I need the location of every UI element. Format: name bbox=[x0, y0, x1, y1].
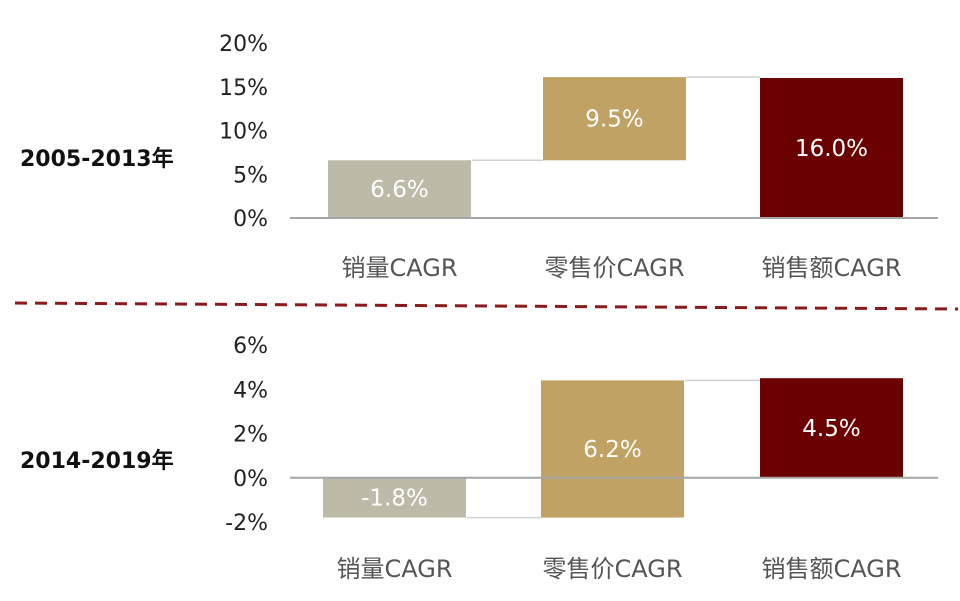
period-label: 2005-2013年 bbox=[20, 146, 174, 172]
data-label: 9.5% bbox=[585, 107, 643, 133]
data-label: 16.0% bbox=[795, 136, 868, 162]
y-tick-label: 5% bbox=[233, 163, 268, 188]
category-label: 零售价CAGR bbox=[544, 254, 684, 282]
bar bbox=[543, 77, 686, 161]
y-tick-label: -2% bbox=[225, 511, 268, 536]
y-tick-label: 0% bbox=[233, 207, 268, 232]
y-tick-label: 10% bbox=[219, 120, 268, 145]
category-label: 销量CAGR bbox=[341, 254, 457, 282]
y-tick-label: 20% bbox=[219, 32, 268, 57]
chart-panel-2005-2013: 2005-2013年 20% 15% 10% 5% 0% 6.6% 9.5% 16.0% 销量CA… bbox=[20, 32, 938, 282]
data-label: 6.6% bbox=[370, 177, 428, 203]
y-tick-label: 0% bbox=[233, 467, 268, 492]
bar bbox=[760, 378, 903, 478]
period-label: 2014-2019年 bbox=[20, 448, 174, 474]
chart-panel-2014-2019: 2014-2019年 6% 4% 2% 0% -2% -1.8% 6.2% 4.5% 销量CAGR… bbox=[20, 334, 938, 583]
bar bbox=[541, 380, 684, 518]
bar bbox=[328, 160, 471, 218]
y-tick-label: 6% bbox=[233, 334, 268, 359]
y-tick-label: 15% bbox=[219, 76, 268, 101]
category-label: 销售额CAGR bbox=[761, 555, 901, 583]
y-tick-label: 2% bbox=[233, 423, 268, 448]
y-tick-label: 4% bbox=[233, 378, 268, 403]
category-label: 零售价CAGR bbox=[542, 555, 682, 583]
bar bbox=[760, 78, 903, 218]
category-label: 销售额CAGR bbox=[761, 254, 901, 282]
category-label: 销量CAGR bbox=[336, 555, 452, 583]
data-label: 6.2% bbox=[583, 437, 641, 463]
period-divider bbox=[14, 301, 959, 311]
data-label: -1.8% bbox=[361, 486, 428, 512]
data-label: 4.5% bbox=[802, 416, 860, 442]
bar bbox=[323, 477, 466, 518]
